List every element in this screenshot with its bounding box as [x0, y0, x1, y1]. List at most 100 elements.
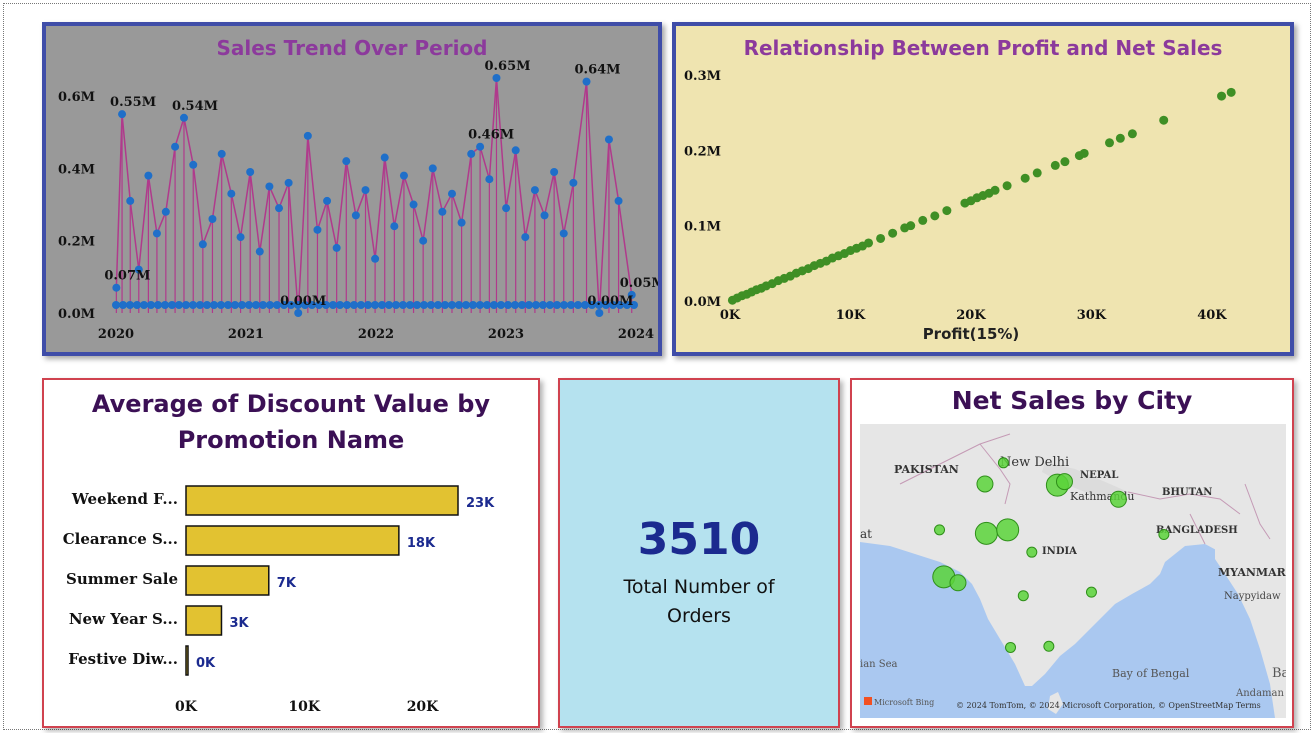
discount-title: Average of Discount Value by Promotion N…	[44, 386, 538, 458]
baseline-point	[371, 301, 379, 309]
baseline-point	[560, 301, 568, 309]
data-point	[447, 189, 456, 198]
x-tick-label: 2022	[358, 327, 394, 342]
border-lines	[899, 433, 1271, 545]
data-point	[313, 225, 322, 234]
category-label: Weekend F...	[71, 490, 178, 508]
data-point	[438, 207, 447, 216]
x-tick-label: 20K	[956, 308, 986, 323]
total-orders-label-line1: Total Number of	[623, 576, 775, 598]
baseline-point	[322, 301, 330, 309]
baseline-point	[112, 301, 120, 309]
data-point	[284, 178, 293, 187]
baseline-point	[203, 301, 211, 309]
data-point	[361, 186, 370, 195]
category-label: Summer Sale	[66, 570, 178, 588]
data-label: 0.00M	[587, 294, 633, 309]
x-tick-label: 2023	[488, 327, 524, 342]
total-orders-value: 3510	[637, 514, 761, 565]
value-label: 18K	[407, 536, 436, 551]
baseline-point	[140, 301, 148, 309]
baseline-point	[420, 301, 428, 309]
baseline-point	[154, 301, 162, 309]
data-label: 0.07M	[104, 269, 150, 284]
baseline-point	[616, 301, 624, 309]
x-tick-label: 2021	[228, 327, 264, 342]
total-orders-label-line2: Orders	[667, 605, 731, 627]
value-label: 3K	[229, 616, 249, 631]
label-right-edge: Ba	[1272, 666, 1286, 681]
data-point	[1105, 138, 1114, 148]
sales-trend-chart[interactable]: 2020 2021 2022 2023 2024 0.0M 0.2M 0.4M 0.6M 0.07…	[46, 26, 658, 352]
city-bubble	[1085, 586, 1097, 598]
data-point	[118, 110, 127, 119]
discount-title-line2: Promotion Name	[177, 426, 405, 454]
y-tick-label: 0.0M	[58, 307, 95, 322]
label-naypyidaw: Naypyidaw	[1224, 591, 1281, 602]
baseline-point	[504, 301, 512, 309]
city-bubble	[1043, 640, 1055, 652]
data-point	[930, 211, 940, 221]
city-bubble	[1026, 546, 1038, 558]
label-new-delhi: New Delhi	[1000, 455, 1069, 470]
profit-sales-title: Relationship Between Profit and Net Sale…	[743, 36, 1223, 60]
city-bubble	[1017, 590, 1029, 602]
sales-trend-title: Sales Trend Over Period	[216, 36, 488, 60]
data-point	[371, 254, 380, 263]
data-point	[1127, 129, 1137, 139]
net-sales-map-panel[interactable]: Net Sales by City PAKISTAN New Delhi NEP…	[850, 378, 1294, 728]
data-point	[457, 218, 466, 227]
category-label: Clearance S...	[63, 530, 178, 548]
bing-logo-icon	[864, 697, 872, 705]
data-point	[112, 283, 121, 292]
baseline-point	[539, 301, 547, 309]
land-north	[860, 424, 1286, 686]
map-attribution[interactable]: © 2024 TomTom, © 2024 Microsoft Corporat…	[956, 701, 1261, 710]
baseline-point	[427, 301, 435, 309]
map-view[interactable]: PAKISTAN New Delhi NEPAL Kathmandu BHUTA…	[860, 424, 1286, 718]
baseline-point	[525, 301, 533, 309]
profit-sales-panel[interactable]: Relationship Between Profit and Net Sale…	[672, 22, 1294, 356]
data-point	[864, 238, 874, 248]
baseline-point	[490, 301, 498, 309]
sales-trend-panel[interactable]: Sales Trend Over Period 2020 2021 2022 2023…	[42, 22, 662, 356]
data-point	[1060, 157, 1070, 167]
data-point	[1020, 173, 1030, 183]
baseline-point	[553, 301, 561, 309]
total-orders-card[interactable]: 3510 Total Number of Orders	[558, 378, 840, 728]
baseline-point	[238, 301, 246, 309]
baseline-point	[119, 301, 127, 309]
discount-panel[interactable]: Average of Discount Value by Promotion N…	[42, 378, 540, 728]
x-tick-label: 0K	[175, 699, 198, 715]
baseline-point	[315, 301, 323, 309]
profit-sales-chart[interactable]: 0K 10K 20K 30K 40K 0.0M 0.1M 0.2M 0.3M Profit(15%…	[676, 26, 1290, 352]
map-svg[interactable]: PAKISTAN New Delhi NEPAL Kathmandu BHUTA…	[860, 424, 1286, 718]
baseline-point	[434, 301, 442, 309]
baseline-point	[455, 301, 463, 309]
city-bubble	[934, 524, 946, 536]
baseline-point	[252, 301, 260, 309]
baseline-point	[385, 301, 393, 309]
label-nepal: NEPAL	[1080, 470, 1118, 481]
y-tick-label: 0.2M	[58, 235, 95, 250]
data-point	[255, 247, 264, 256]
data-label: 0.65M	[484, 59, 530, 74]
data-point	[134, 265, 143, 274]
city-bubble	[996, 518, 1020, 542]
baseline-point	[609, 301, 617, 309]
land-srilanka	[1048, 692, 1063, 714]
data-point	[614, 196, 623, 205]
x-tick-label: 10K	[836, 308, 866, 323]
data-label: 0.05M	[620, 276, 658, 291]
label-india: INDIA	[1042, 546, 1077, 557]
data-point	[1032, 168, 1042, 178]
data-point	[906, 221, 916, 231]
data-point	[502, 204, 511, 213]
data-point	[303, 131, 312, 140]
data-point	[918, 215, 928, 225]
data-point	[550, 168, 559, 176]
baseline-point	[595, 301, 603, 309]
y-tick-label: 0.2M	[684, 144, 721, 159]
baseline-point	[189, 301, 197, 309]
discount-bar-chart[interactable]: Weekend F... 23K Clearance S... 18K Summer S…	[44, 380, 538, 726]
